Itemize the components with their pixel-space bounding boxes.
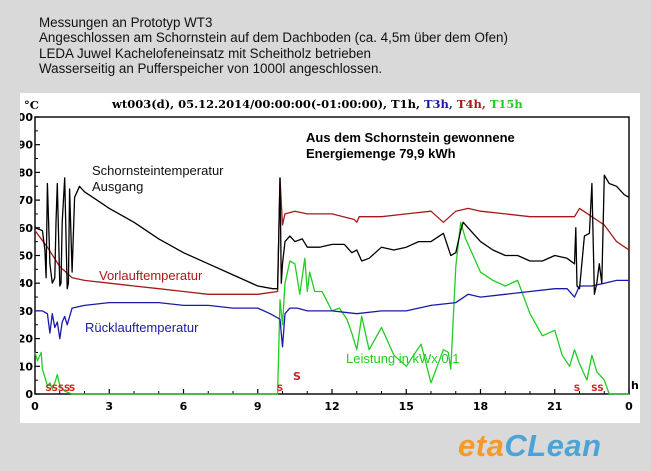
y-tick-label: 60 — [20, 222, 33, 235]
x-tick-label: 6 — [180, 400, 188, 413]
flow-temp-label: Vorlauftemperatur — [99, 268, 203, 283]
y-tick-label: 80 — [20, 166, 33, 179]
series-line-t3h — [35, 279, 629, 348]
chart-title-key-t4h: T4h, — [457, 97, 490, 111]
chart-title: wt003(d), 05.12.2014/00:00:00(-01:00:00)… — [111, 97, 523, 111]
start-marker: S — [45, 384, 51, 394]
chimney-temp-label-line1: Schornsteintemperatur — [92, 163, 224, 178]
series-line-t4h — [34, 177, 630, 295]
y-tick-label: 50 — [20, 250, 33, 263]
series-line-t15h — [34, 221, 629, 395]
y-axis-unit-label: °C — [24, 98, 39, 112]
y-tick-label: 10 — [20, 360, 33, 373]
logo-part-clean: CLean — [504, 428, 602, 463]
logo-part-eta: eta — [458, 428, 505, 463]
y-tick-label: 40 — [20, 277, 33, 290]
series-group — [34, 174, 630, 395]
start-markers: S S S SS S S S S — [45, 384, 603, 394]
x-tick-label: 21 — [547, 400, 562, 413]
header-line-1: Messungen an Prototyp WT3 — [39, 15, 213, 30]
x-tick-label: 9 — [254, 400, 262, 413]
description-header: Messungen an Prototyp WT3 Angeschlossen … — [39, 15, 508, 77]
header-line-2: Angeschlossen am Schornstein auf dem Dac… — [39, 30, 508, 46]
header-line-4: Wasserseitig an Pufferspeicher von 1000l… — [39, 61, 383, 77]
chart-title-prefix: wt003(d), 05.12.2014/00:00:00(-01:00:00)… — [111, 97, 391, 111]
x-tick-label: 15 — [399, 400, 414, 413]
x-axis: 0 3 6 9 12 15 18 21 0 — [31, 389, 633, 413]
chart-title-key-t1h: T1h, — [391, 97, 424, 111]
x-tick-label: 12 — [324, 400, 339, 413]
etaclean-logo: etaCLean — [458, 428, 602, 466]
chimney-temp-label-line2: Ausgang — [92, 179, 143, 194]
start-marker: S — [52, 384, 58, 394]
start-marker: S — [64, 384, 70, 394]
y-tick-label: 100 — [20, 111, 33, 124]
temperature-chart: wt003(d), 05.12.2014/00:00:00(-01:00:00)… — [20, 97, 639, 413]
chart-title-text: wt003(d), 05.12.2014/00:00:00(-01:00:00)… — [111, 97, 523, 111]
energy-annotation-line2: Energiemenge 79,9 kWh — [306, 146, 456, 161]
start-marker: S — [591, 384, 597, 394]
start-marker: S — [277, 384, 283, 394]
chart-title-key-t15h: T15h — [490, 97, 524, 111]
y-axis: 0 10 20 30 40 50 60 70 80 90 100 — [20, 111, 40, 401]
x-axis-unit-label: h — [631, 379, 639, 392]
x-tick-label: 3 — [105, 400, 113, 413]
y-tick-label: 20 — [20, 333, 33, 346]
series-line-t1h — [34, 174, 630, 295]
y-tick-label: 90 — [20, 139, 33, 152]
x-tick-label: 0 — [625, 400, 633, 413]
start-marker: S — [69, 384, 75, 394]
chart-panel: wt003(d), 05.12.2014/00:00:00(-01:00:00)… — [20, 93, 640, 423]
energy-annotation-line1: Aus dem Schornstein gewonnene — [306, 130, 515, 145]
y-tick-label: 70 — [20, 194, 33, 207]
x-tick-label: 0 — [31, 400, 39, 413]
x-tick-label: 18 — [473, 400, 488, 413]
start-marker: S — [597, 384, 603, 394]
start-marker: S — [574, 384, 580, 394]
header-line-3: LEDA Juwel Kachelofeneinsatz mit Scheith… — [39, 45, 371, 61]
start-annotation: S — [293, 370, 301, 383]
return-temp-label: Rücklauftemperatur — [85, 320, 199, 335]
y-tick-label: 30 — [20, 305, 33, 318]
power-label: Leistung in kWx 0,1 — [346, 351, 459, 366]
start-marker: S — [58, 384, 64, 394]
y-tick-label: 0 — [25, 388, 33, 401]
chart-title-key-t3h: T3h, — [424, 97, 457, 111]
